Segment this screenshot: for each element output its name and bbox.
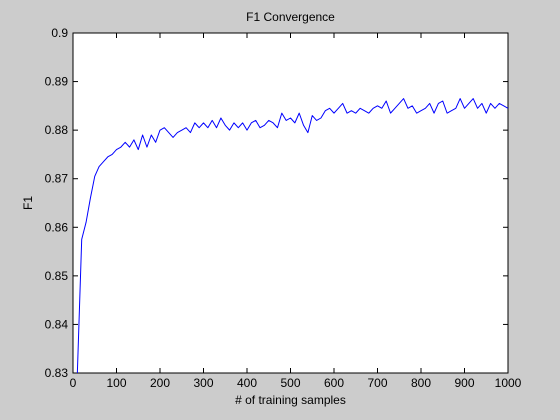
y-tick-label: 0.9: [51, 26, 68, 40]
y-axis-label: F1: [21, 196, 35, 210]
x-tick-label: 900: [454, 376, 474, 390]
x-tick-label: 0: [70, 376, 77, 390]
series-layer: [76, 98, 509, 374]
y-tick-label: 0.84: [45, 317, 69, 331]
x-tick-label: 200: [150, 376, 170, 390]
y-tick-label: 0.89: [45, 75, 69, 89]
x-tick-label: 1000: [495, 376, 522, 390]
x-tick-label: 700: [367, 376, 387, 390]
x-tick-label: 800: [411, 376, 431, 390]
y-tick-label: 0.87: [45, 172, 69, 186]
x-axis-label: # of training samples: [235, 393, 346, 407]
x-tick-label: 300: [193, 376, 213, 390]
y-tick-label: 0.85: [45, 269, 69, 283]
x-axis-ticks: 0 100 200 300 400 500 600 700 800 900 1000: [70, 33, 522, 390]
plot-area: [72, 32, 509, 374]
x-tick-label: 400: [237, 376, 257, 390]
x-tick-label: 600: [324, 376, 344, 390]
x-tick-label: 500: [280, 376, 300, 390]
y-axis-ticks: 0.83 0.84 0.85 0.86 0.87 0.88 0.89 0.9: [45, 26, 508, 380]
x-tick-label: 100: [106, 376, 126, 390]
y-tick-label: 0.86: [45, 220, 69, 234]
series-line: [76, 98, 509, 374]
chart-title: F1 Convergence: [246, 10, 335, 24]
y-tick-label: 0.88: [45, 123, 69, 137]
y-tick-label: 0.83: [45, 366, 69, 380]
